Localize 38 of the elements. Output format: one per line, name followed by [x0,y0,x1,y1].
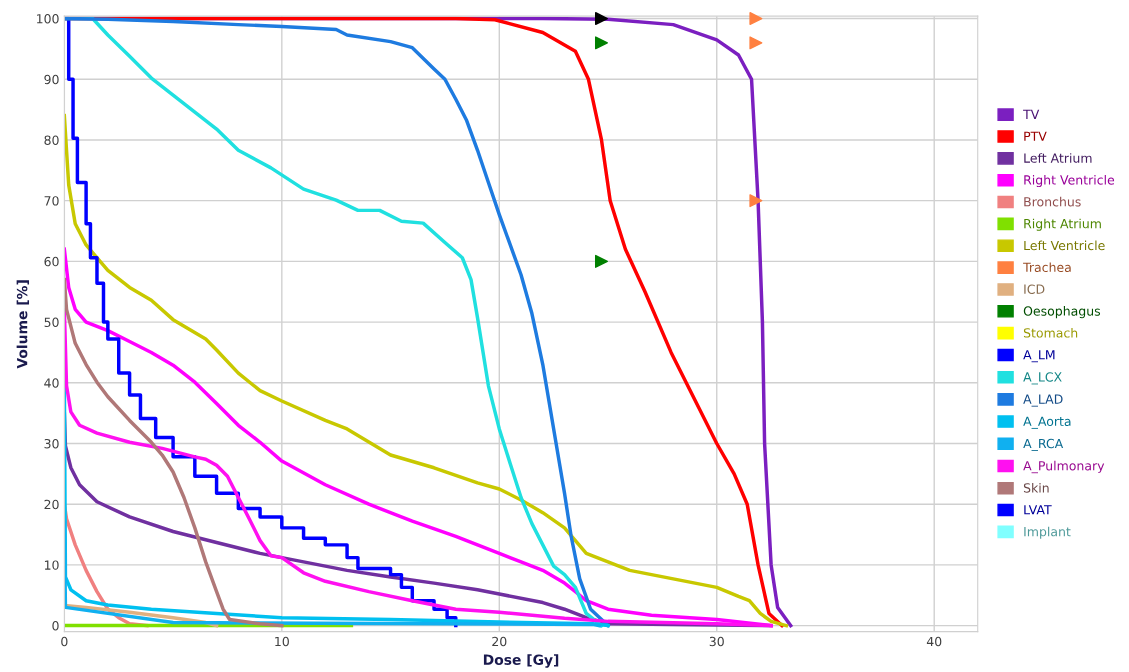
y-tick-label: 0 [52,621,59,631]
legend-label: Left Ventricle [1024,240,1105,251]
y-tick-label: 60 [44,256,59,267]
x-tick-label: 30 [709,636,724,647]
x-tick-label: 40 [926,636,942,647]
x-tick-label: 0 [61,636,68,647]
y-tick-label: 100 [37,14,59,24]
y-axis-title: Volume [%] [16,280,30,369]
legend-label: Trachea [1023,262,1071,273]
y-tick-label: 40 [44,378,59,388]
legend-label: Stomach [1023,327,1078,338]
legend-label: Oesophagus [1023,306,1101,319]
x-tick-label: 10 [275,636,289,647]
legend-label: A_LAD [1023,394,1063,407]
legend-label: A_LCX [1023,372,1062,385]
legend-label: Skin [1023,482,1049,493]
y-tick-label: 90 [44,74,59,85]
legend-label: Left Atrium [1024,153,1092,163]
y-tick-label: 10 [44,560,59,570]
legend-label: LVAT [1024,505,1052,515]
legend-label: A_LM [1023,350,1055,363]
legend-label: Right Ventricle [1024,174,1115,188]
legend-label: A_Pulmonary [1023,460,1105,474]
legend-label: Bronchus [1024,196,1081,207]
legend-label: ICD [1024,284,1045,294]
y-tick-label: 80 [44,135,59,145]
legend-label: A_Aorta [1023,416,1071,429]
y-tick-label: 30 [44,438,59,449]
x-tick-label: 20 [492,636,507,647]
y-tick-label: 50 [44,317,59,328]
legend-label: A_RCA [1023,438,1064,452]
x-axis-title: Dose [Gy] [483,654,559,668]
legend-label: Right Atrium [1024,218,1101,231]
legend-label: PTV [1024,131,1047,141]
y-tick-label: 70 [44,196,59,206]
y-tick-label: 20 [44,499,59,510]
legend-label: Implant [1024,526,1071,539]
legend-label: TV [1023,109,1040,119]
